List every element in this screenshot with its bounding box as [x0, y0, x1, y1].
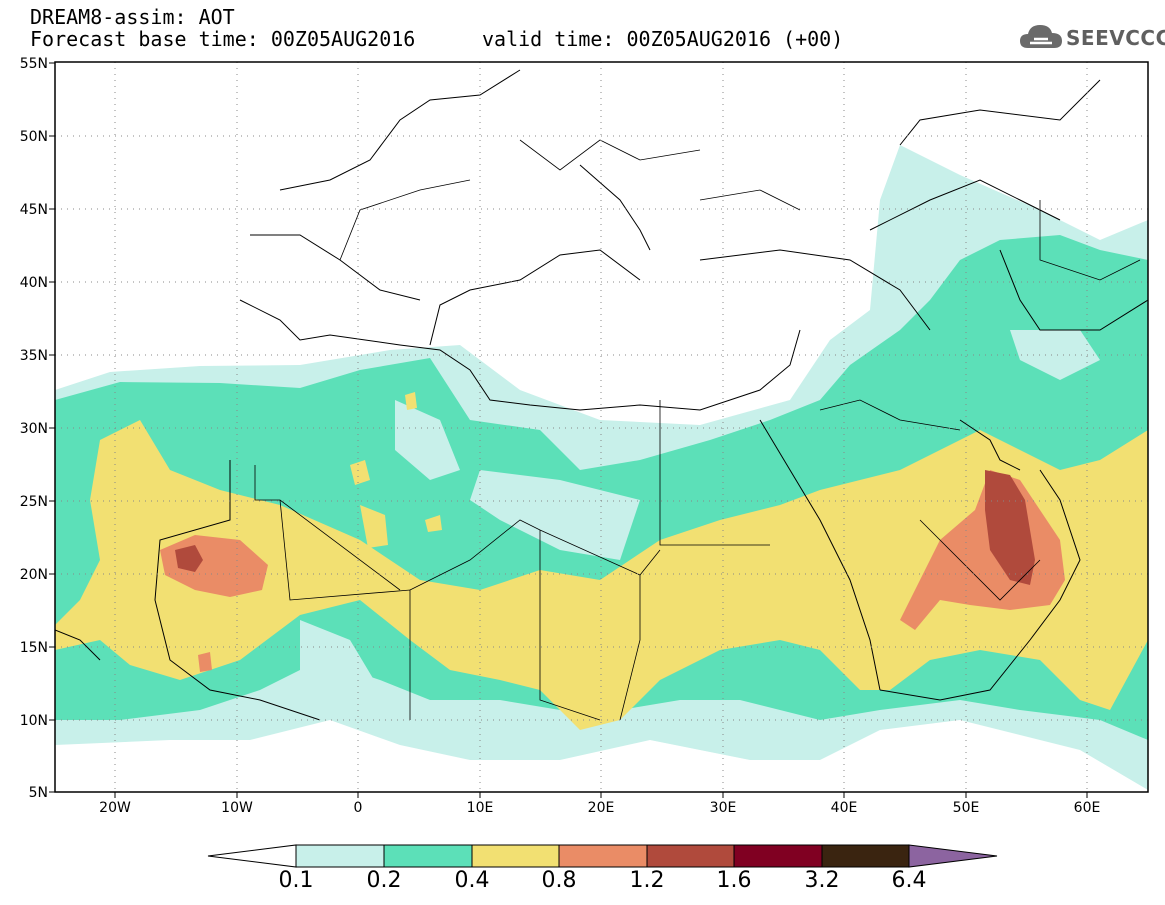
cloud-logo-icon: [1020, 25, 1062, 48]
colorbar-label: 0.2: [366, 868, 402, 893]
lat-label: 45N: [19, 202, 48, 218]
country-borders: [254, 139, 1141, 721]
lat-label: 25N: [19, 494, 48, 510]
lat-label: 15N: [19, 640, 48, 656]
aot-band-0.1-patch: [395, 400, 460, 480]
lon-label: 20E: [587, 800, 615, 816]
colorbar-label: 1.2: [629, 868, 665, 893]
aot-band-0.1-patch: [300, 620, 380, 720]
colorbar-bin: [733, 844, 823, 868]
valid-time: valid time: 00Z05AUG2016 (+00): [482, 27, 844, 51]
colorbar-label: 0.8: [541, 868, 577, 893]
colorbar-bin: [646, 844, 735, 868]
colorbar-bin: [821, 844, 910, 868]
colorbar-bin: [295, 844, 385, 868]
lat-label: 30N: [19, 421, 48, 437]
lon-label: 50E: [952, 800, 980, 816]
lat-label: 5N: [28, 785, 48, 801]
lon-label: 20W: [99, 800, 131, 816]
aot-band-1.2: [175, 545, 203, 572]
colorbar-label: 1.6: [716, 868, 752, 893]
colorbar-label: 0.4: [454, 868, 490, 893]
lon-label: 10E: [466, 800, 494, 816]
seevccc-logo: SEEVCCC: [1018, 22, 1165, 56]
colorbar: [207, 844, 998, 868]
colorbar-high-arrow: [908, 844, 998, 868]
lat-label: 55N: [19, 56, 48, 72]
lon-label: 10W: [221, 800, 253, 816]
lon-label: 30E: [709, 800, 737, 816]
lon-label: 40E: [830, 800, 858, 816]
lat-label: 40N: [19, 275, 48, 291]
colorbar-low-arrow: [207, 844, 297, 868]
lon-label: 0: [353, 800, 363, 816]
colorbar-label: 0.1: [278, 868, 314, 893]
aot-band-0.8: [198, 652, 212, 672]
lon-label: 60E: [1073, 800, 1101, 816]
map-title: DREAM8-assim: AOT: [30, 5, 235, 29]
lat-label: 35N: [19, 348, 48, 364]
lat-label: 10N: [19, 713, 48, 729]
aot-band-0.4-patch: [360, 505, 388, 548]
aot-band-0.1-patch: [1010, 330, 1100, 380]
coastlines: [55, 69, 1148, 721]
lat-label: 50N: [19, 129, 48, 145]
aot-band-1.2: [985, 470, 1035, 585]
aot-band-0.4-patch: [405, 392, 417, 410]
grid-lines: [55, 62, 1148, 792]
axis-ticks: [49, 62, 1088, 798]
logo-text: SEEVCCC: [1066, 26, 1165, 50]
colorbar-label: 6.4: [891, 868, 927, 893]
aot-band-0.4-patch: [425, 515, 442, 532]
aot-band-0.4-patch: [350, 460, 370, 485]
colorbar-bin: [471, 844, 560, 868]
lat-label: 20N: [19, 567, 48, 583]
aot-band-0.1-patch: [470, 470, 640, 560]
colorbar-bin: [383, 844, 473, 868]
colorbar-label: 3.2: [804, 868, 840, 893]
aot-band-0.4: [55, 420, 1148, 730]
forecast-base-time: Forecast base time: 00Z05AUG2016: [30, 27, 416, 51]
colorbar-bin: [558, 844, 648, 868]
